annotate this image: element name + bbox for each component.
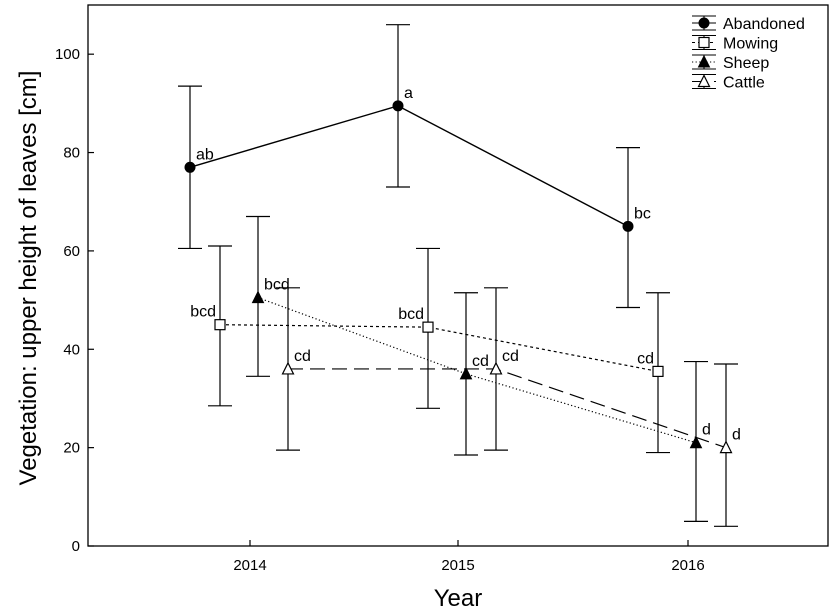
sig-label-abandoned-2016: bc xyxy=(634,205,651,222)
sig-label-mowing-2014: bcd xyxy=(190,304,216,321)
legend-marker-sheep xyxy=(697,54,711,68)
y-tick-label-60: 60 xyxy=(63,243,80,260)
legend-label-mowing: Mowing xyxy=(723,36,778,53)
series-line-mowing xyxy=(219,324,659,372)
point-mowing-2015 xyxy=(422,321,434,333)
x-tick-label-2016: 2016 xyxy=(671,557,704,574)
legend-marker-mowing xyxy=(698,36,710,49)
sig-label-abandoned-2015: a xyxy=(404,85,413,102)
y-tick-label-80: 80 xyxy=(63,145,80,162)
legend-marker-cattle xyxy=(697,74,711,88)
legend-item-cattle: Cattle xyxy=(692,73,765,92)
sig-label-cattle-2014: cd xyxy=(294,348,311,365)
legend-item-sheep: Sheep xyxy=(692,54,769,72)
legend-item-abandoned: Abandoned xyxy=(692,15,805,33)
series-sheep: bcd cd d xyxy=(246,215,711,523)
sig-label-cattle-2016: d xyxy=(732,427,741,444)
sig-label-sheep-2015: cd xyxy=(472,353,489,370)
point-mowing-2014 xyxy=(214,319,226,331)
sig-label-cattle-2015: cd xyxy=(502,348,519,365)
point-sheep-2015 xyxy=(459,366,473,380)
series-line-sheep xyxy=(257,297,697,444)
y-tick-label-0: 0 xyxy=(72,538,80,555)
series-cattle: cd cdd xyxy=(276,287,741,527)
sig-label-mowing-2016: cd xyxy=(637,350,654,367)
x-tick-label-2015: 2015 xyxy=(441,557,474,574)
legend: Abandoned Mowing Sheep Cattle xyxy=(692,15,805,92)
series-line-cattle xyxy=(288,368,727,449)
point-cattle-2014 xyxy=(281,361,295,375)
x-tick-label-2014: 2014 xyxy=(233,557,266,574)
point-cattle-2016 xyxy=(719,440,733,454)
y-axis-title: Vegetation: upper height of leaves [cm] xyxy=(15,71,42,486)
sig-label-abandoned-2014: ab xyxy=(196,146,214,163)
series-abandoned: ab a bc xyxy=(178,24,651,309)
point-cattle-2015 xyxy=(489,361,503,375)
legend-label-cattle: Cattle xyxy=(723,75,765,92)
point-mowing-2016 xyxy=(652,365,664,378)
x-axis-title: Year xyxy=(434,585,483,612)
series-mowing: bcd bcd cd xyxy=(190,245,670,454)
point-sheep-2014 xyxy=(251,290,265,304)
axes-layer: 0 20 40 60 80 100 2014 2015 2016 xyxy=(55,46,705,574)
legend-label-abandoned: Abandoned xyxy=(723,16,805,33)
legend-label-sheep: Sheep xyxy=(723,55,769,72)
point-abandoned-2014 xyxy=(184,161,196,173)
sig-label-sheep-2014: bcd xyxy=(264,277,290,294)
sig-label-sheep-2016: d xyxy=(702,422,711,439)
legend-marker-abandoned xyxy=(698,17,710,29)
point-abandoned-2015 xyxy=(392,100,404,112)
y-tick-label-20: 20 xyxy=(63,440,80,457)
legend-item-mowing: Mowing xyxy=(692,34,778,53)
y-tick-label-40: 40 xyxy=(63,341,80,358)
point-abandoned-2016 xyxy=(622,220,634,232)
point-sheep-2016 xyxy=(689,435,703,449)
series-line-abandoned xyxy=(189,105,629,227)
y-tick-label-100: 100 xyxy=(55,46,80,63)
sig-label-mowing-2015: bcd xyxy=(398,306,424,323)
